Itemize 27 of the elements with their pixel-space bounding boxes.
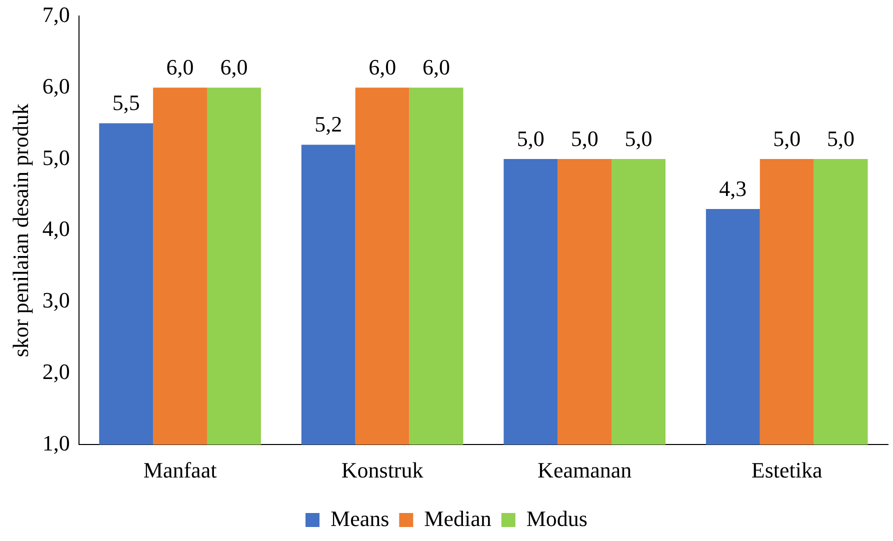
- y-tick-label: 7,0: [42, 2, 70, 27]
- data-label: 5,0: [827, 126, 855, 151]
- y-tick-label: 4,0: [42, 216, 70, 242]
- data-label: 5,0: [624, 126, 652, 151]
- data-label: 6,0: [368, 54, 396, 80]
- x-tick-label: Konstruk: [341, 458, 424, 483]
- data-label: 6,0: [220, 54, 248, 80]
- legend-label: Modus: [526, 506, 588, 531]
- data-label: 5,5: [112, 90, 140, 116]
- y-tick-label: 5,0: [42, 144, 70, 170]
- legend-label: Means: [330, 506, 390, 531]
- y-tick-label: 6,0: [42, 73, 70, 98]
- y-axis-title: skor penilaian desain produk: [8, 104, 33, 358]
- legend-label: Median: [424, 506, 492, 531]
- data-label: 5,0: [516, 126, 544, 151]
- data-label: 5,0: [773, 126, 801, 151]
- data-label: 5,2: [314, 112, 342, 136]
- y-tick-label: 2,0: [42, 358, 70, 384]
- x-tick-label: Keamanan: [538, 458, 632, 483]
- data-label: 6,0: [166, 54, 194, 80]
- data-label: 5,0: [570, 126, 598, 151]
- y-tick-label: 3,0: [42, 288, 70, 313]
- data-label: 6,0: [422, 54, 450, 80]
- y-tick-label: 1,0: [42, 430, 70, 456]
- data-label: 4,3: [719, 176, 747, 201]
- x-tick-label: Estetika: [751, 458, 823, 483]
- x-tick-label: Manfaat: [143, 458, 217, 483]
